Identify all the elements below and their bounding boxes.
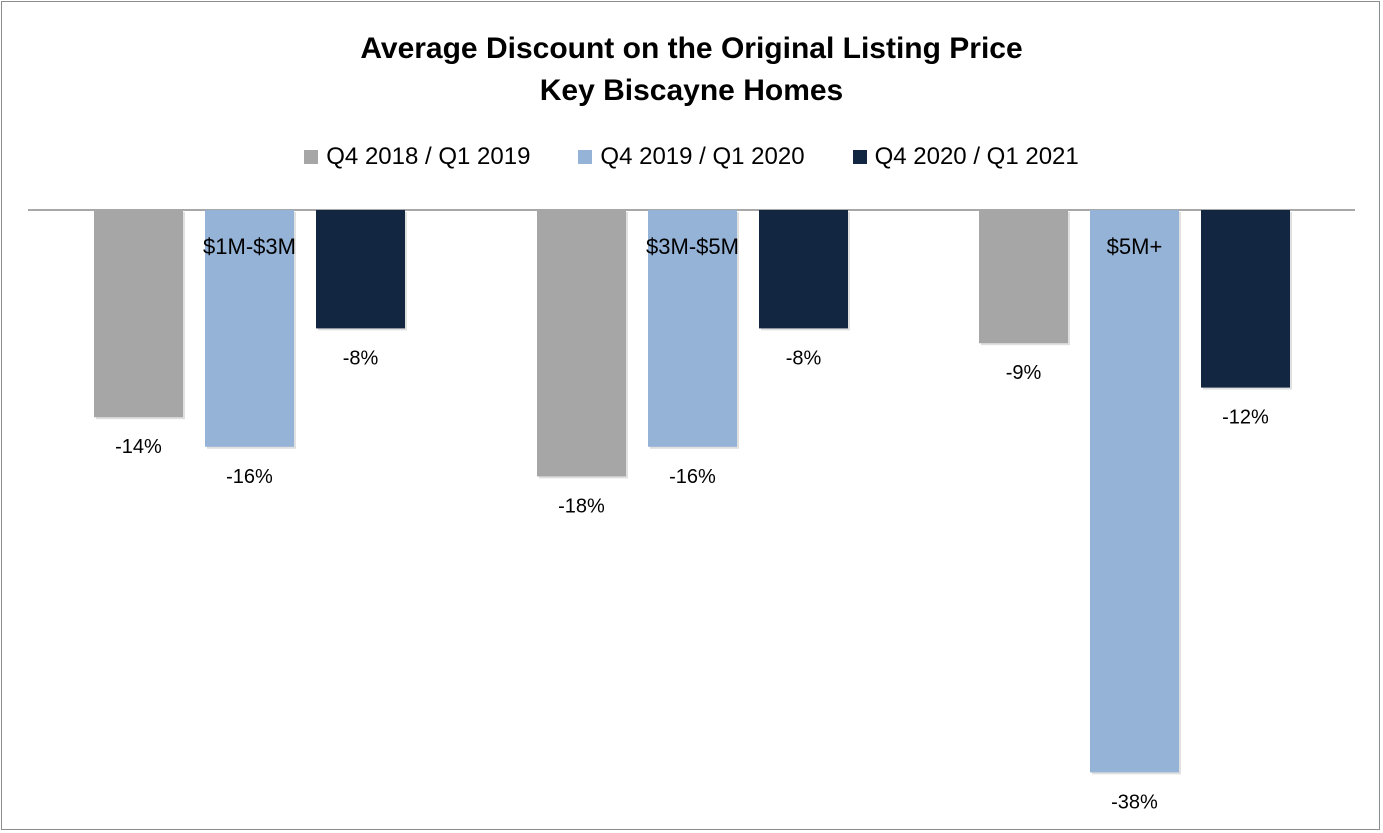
legend-swatch-series-1 <box>304 150 319 164</box>
bar-2-1 <box>205 210 294 447</box>
data-label-3-1: -8% <box>343 347 379 369</box>
bar-3-1 <box>316 210 405 329</box>
data-label-2-3: -38% <box>1111 791 1158 813</box>
chart-title-block: Average Discount on the Original Listing… <box>0 28 1383 112</box>
data-label-1-3: -9% <box>1006 362 1042 384</box>
legend-label-series-1: Q4 2018 / Q1 2019 <box>326 143 531 170</box>
bar-1-1 <box>94 210 183 418</box>
legend-label-series-3: Q4 2020 / Q1 2021 <box>874 143 1079 170</box>
chart-title: Average Discount on the Original Listing… <box>360 32 1023 65</box>
legend-swatch-series-3 <box>852 150 867 164</box>
data-label-3-2: -8% <box>786 347 822 369</box>
data-label-3-3: -12% <box>1222 407 1269 429</box>
data-label-2-2: -16% <box>669 466 716 488</box>
bar-1-3 <box>979 210 1068 344</box>
data-label-2-1: -16% <box>226 466 273 488</box>
bar-3-3 <box>1201 210 1290 388</box>
chart-legend: Q4 2018 / Q1 2019 Q4 2019 / Q1 2020 Q4 2… <box>0 143 1383 171</box>
bar-1-2 <box>537 210 626 477</box>
legend-item-series-2: Q4 2019 / Q1 2020 <box>578 143 805 171</box>
data-label-1-2: -18% <box>558 495 605 517</box>
legend-item-series-1: Q4 2018 / Q1 2019 <box>304 143 530 171</box>
data-label-1-1: -14% <box>115 436 162 458</box>
legend-item-series-3: Q4 2020 / Q1 2021 <box>852 143 1079 171</box>
category-label-1: $1M-$3M <box>203 234 296 259</box>
category-label-3: $5M+ <box>1107 234 1163 259</box>
legend-swatch-series-2 <box>578 150 593 164</box>
chart-subtitle: Key Biscayne Homes <box>539 74 844 107</box>
category-label-2: $3M-$5M <box>646 234 739 259</box>
bar-2-3 <box>1090 210 1179 773</box>
bar-2-2 <box>648 210 737 447</box>
bar-3-2 <box>759 210 848 329</box>
legend-label-series-2: Q4 2019 / Q1 2020 <box>600 143 805 170</box>
